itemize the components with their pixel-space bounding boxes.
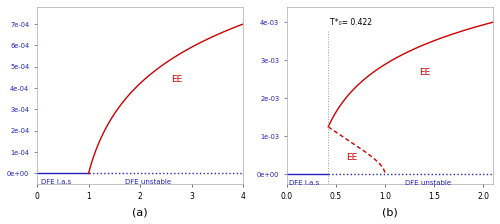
Text: DFE unstable: DFE unstable [404,180,451,186]
Text: DFE l.a.s: DFE l.a.s [41,179,72,185]
Text: (a): (a) [132,208,148,218]
Text: DFE unstable: DFE unstable [124,179,170,185]
Text: EE: EE [346,153,357,162]
Text: DFE l.a.s: DFE l.a.s [289,180,319,186]
Text: EE: EE [171,75,182,84]
Text: EE: EE [420,69,430,78]
Text: T*₀= 0.422: T*₀= 0.422 [330,18,372,27]
Text: (b): (b) [382,208,398,218]
